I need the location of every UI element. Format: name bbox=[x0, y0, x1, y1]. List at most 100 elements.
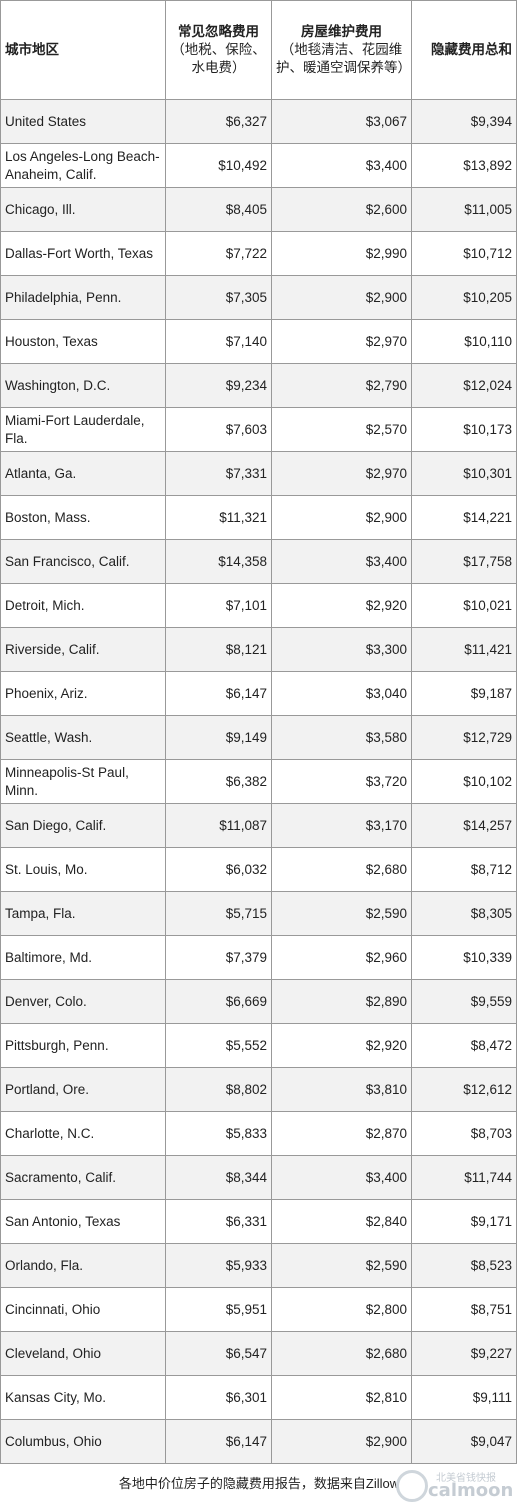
cell-city: Chicago, Ill. bbox=[0, 187, 166, 232]
header-ignored-costs-title: 常见忽略费用 bbox=[178, 24, 259, 39]
cell-total-hidden-costs: $10,712 bbox=[411, 231, 517, 276]
cell-ignored-costs: $14,358 bbox=[165, 539, 272, 584]
cell-total-hidden-costs: $10,173 bbox=[411, 407, 517, 452]
cell-city: Washington, D.C. bbox=[0, 363, 166, 408]
table-row: Orlando, Fla. $5,933 $2,590 $8,523 bbox=[0, 1243, 517, 1288]
watermark-small-text: 北美省钱快报 bbox=[436, 1473, 496, 1484]
cell-maintenance-costs: $2,900 bbox=[271, 495, 412, 540]
cell-ignored-costs: $9,149 bbox=[165, 715, 272, 760]
cell-city: Kansas City, Mo. bbox=[0, 1375, 166, 1420]
table-row: Chicago, Ill. $8,405 $2,600 $11,005 bbox=[0, 187, 517, 232]
cell-total-hidden-costs: $14,257 bbox=[411, 803, 517, 848]
cell-ignored-costs: $6,147 bbox=[165, 671, 272, 716]
cell-maintenance-costs: $3,810 bbox=[271, 1067, 412, 1112]
cell-ignored-costs: $5,715 bbox=[165, 891, 272, 936]
cell-city: Columbus, Ohio bbox=[0, 1419, 166, 1464]
cell-ignored-costs: $11,087 bbox=[165, 803, 272, 848]
cell-city: Philadelphia, Penn. bbox=[0, 275, 166, 320]
cell-total-hidden-costs: $14,221 bbox=[411, 495, 517, 540]
cell-maintenance-costs: $2,590 bbox=[271, 891, 412, 936]
cell-ignored-costs: $6,382 bbox=[165, 759, 272, 804]
header-city: 城市地区 bbox=[0, 0, 166, 100]
cell-maintenance-costs: $2,920 bbox=[271, 1023, 412, 1068]
cell-maintenance-costs: $2,810 bbox=[271, 1375, 412, 1420]
table-row: Cleveland, Ohio $6,547 $2,680 $9,227 bbox=[0, 1331, 517, 1376]
cell-maintenance-costs: $2,570 bbox=[271, 407, 412, 452]
cell-total-hidden-costs: $12,612 bbox=[411, 1067, 517, 1112]
cell-ignored-costs: $11,321 bbox=[165, 495, 272, 540]
cell-city: Sacramento, Calif. bbox=[0, 1155, 166, 1200]
cell-maintenance-costs: $3,580 bbox=[271, 715, 412, 760]
cell-total-hidden-costs: $12,729 bbox=[411, 715, 517, 760]
cell-city: Boston, Mass. bbox=[0, 495, 166, 540]
cell-ignored-costs: $7,722 bbox=[165, 231, 272, 276]
cell-total-hidden-costs: $10,301 bbox=[411, 451, 517, 496]
cell-total-hidden-costs: $11,744 bbox=[411, 1155, 517, 1200]
cell-ignored-costs: $8,802 bbox=[165, 1067, 272, 1112]
cell-maintenance-costs: $2,790 bbox=[271, 363, 412, 408]
table-row: Los Angeles-Long Beach-Anaheim, Calif. $1… bbox=[0, 143, 517, 188]
cell-total-hidden-costs: $10,339 bbox=[411, 935, 517, 980]
cell-city: United States bbox=[0, 99, 166, 144]
cell-total-hidden-costs: $9,047 bbox=[411, 1419, 517, 1464]
cell-city: Portland, Ore. bbox=[0, 1067, 166, 1112]
cell-total-hidden-costs: $9,171 bbox=[411, 1199, 517, 1244]
table-row: Miami-Fort Lauderdale, Fla. $7,603 $2,570 $… bbox=[0, 407, 517, 452]
cell-city: Minneapolis-St Paul, Minn. bbox=[0, 759, 166, 804]
cell-ignored-costs: $6,669 bbox=[165, 979, 272, 1024]
cell-total-hidden-costs: $10,205 bbox=[411, 275, 517, 320]
cell-city: Los Angeles-Long Beach-Anaheim, Calif. bbox=[0, 143, 166, 188]
cell-ignored-costs: $9,234 bbox=[165, 363, 272, 408]
cell-ignored-costs: $7,331 bbox=[165, 451, 272, 496]
cell-total-hidden-costs: $8,703 bbox=[411, 1111, 517, 1156]
cell-city: Charlotte, N.C. bbox=[0, 1111, 166, 1156]
cell-total-hidden-costs: $11,421 bbox=[411, 627, 517, 672]
cell-total-hidden-costs: $13,892 bbox=[411, 143, 517, 188]
table-row: Washington, D.C. $9,234 $2,790 $12,024 bbox=[0, 363, 517, 408]
cell-city: Cincinnati, Ohio bbox=[0, 1287, 166, 1332]
cell-maintenance-costs: $2,680 bbox=[271, 847, 412, 892]
table-row: Philadelphia, Penn. $7,305 $2,900 $10,205 bbox=[0, 275, 517, 320]
cell-total-hidden-costs: $9,111 bbox=[411, 1375, 517, 1420]
cell-total-hidden-costs: $10,021 bbox=[411, 583, 517, 628]
cell-maintenance-costs: $2,590 bbox=[271, 1243, 412, 1288]
cell-maintenance-costs: $2,920 bbox=[271, 583, 412, 628]
cell-maintenance-costs: $2,960 bbox=[271, 935, 412, 980]
cell-maintenance-costs: $2,840 bbox=[271, 1199, 412, 1244]
cell-total-hidden-costs: $8,751 bbox=[411, 1287, 517, 1332]
table-row: Detroit, Mich. $7,101 $2,920 $10,021 bbox=[0, 583, 517, 628]
cell-ignored-costs: $6,331 bbox=[165, 1199, 272, 1244]
cell-total-hidden-costs: $12,024 bbox=[411, 363, 517, 408]
cell-ignored-costs: $7,603 bbox=[165, 407, 272, 452]
table-row: Portland, Ore. $8,802 $3,810 $12,612 bbox=[0, 1067, 517, 1112]
header-ignored-costs-note: （地税、保险、水电费） bbox=[171, 42, 266, 75]
cell-maintenance-costs: $3,400 bbox=[271, 539, 412, 584]
cell-maintenance-costs: $3,300 bbox=[271, 627, 412, 672]
cell-total-hidden-costs: $10,102 bbox=[411, 759, 517, 804]
header-ignored-costs: 常见忽略费用 （地税、保险、水电费） bbox=[165, 0, 272, 100]
cell-total-hidden-costs: $8,712 bbox=[411, 847, 517, 892]
table-row: Phoenix, Ariz. $6,147 $3,040 $9,187 bbox=[0, 671, 517, 716]
cell-maintenance-costs: $3,170 bbox=[271, 803, 412, 848]
table-row: Tampa, Fla. $5,715 $2,590 $8,305 bbox=[0, 891, 517, 936]
cell-city: Orlando, Fla. bbox=[0, 1243, 166, 1288]
table-row: San Antonio, Texas $6,331 $2,840 $9,171 bbox=[0, 1199, 517, 1244]
cell-maintenance-costs: $2,900 bbox=[271, 1419, 412, 1464]
cell-city: Atlanta, Ga. bbox=[0, 451, 166, 496]
cell-ignored-costs: $7,140 bbox=[165, 319, 272, 364]
cell-city: Tampa, Fla. bbox=[0, 891, 166, 936]
table-row: San Francisco, Calif. $14,358 $3,400 $17,75… bbox=[0, 539, 517, 584]
table-row: Atlanta, Ga. $7,331 $2,970 $10,301 bbox=[0, 451, 517, 496]
table-row: Sacramento, Calif. $8,344 $3,400 $11,744 bbox=[0, 1155, 517, 1200]
table-row: St. Louis, Mo. $6,032 $2,680 $8,712 bbox=[0, 847, 517, 892]
cell-city: Detroit, Mich. bbox=[0, 583, 166, 628]
cell-total-hidden-costs: $9,227 bbox=[411, 1331, 517, 1376]
cell-total-hidden-costs: $9,394 bbox=[411, 99, 517, 144]
table-row: Boston, Mass. $11,321 $2,900 $14,221 bbox=[0, 495, 517, 540]
cell-maintenance-costs: $3,400 bbox=[271, 143, 412, 188]
cell-maintenance-costs: $2,800 bbox=[271, 1287, 412, 1332]
cell-maintenance-costs: $2,970 bbox=[271, 451, 412, 496]
cell-maintenance-costs: $2,870 bbox=[271, 1111, 412, 1156]
cell-total-hidden-costs: $8,523 bbox=[411, 1243, 517, 1288]
cell-ignored-costs: $8,405 bbox=[165, 187, 272, 232]
